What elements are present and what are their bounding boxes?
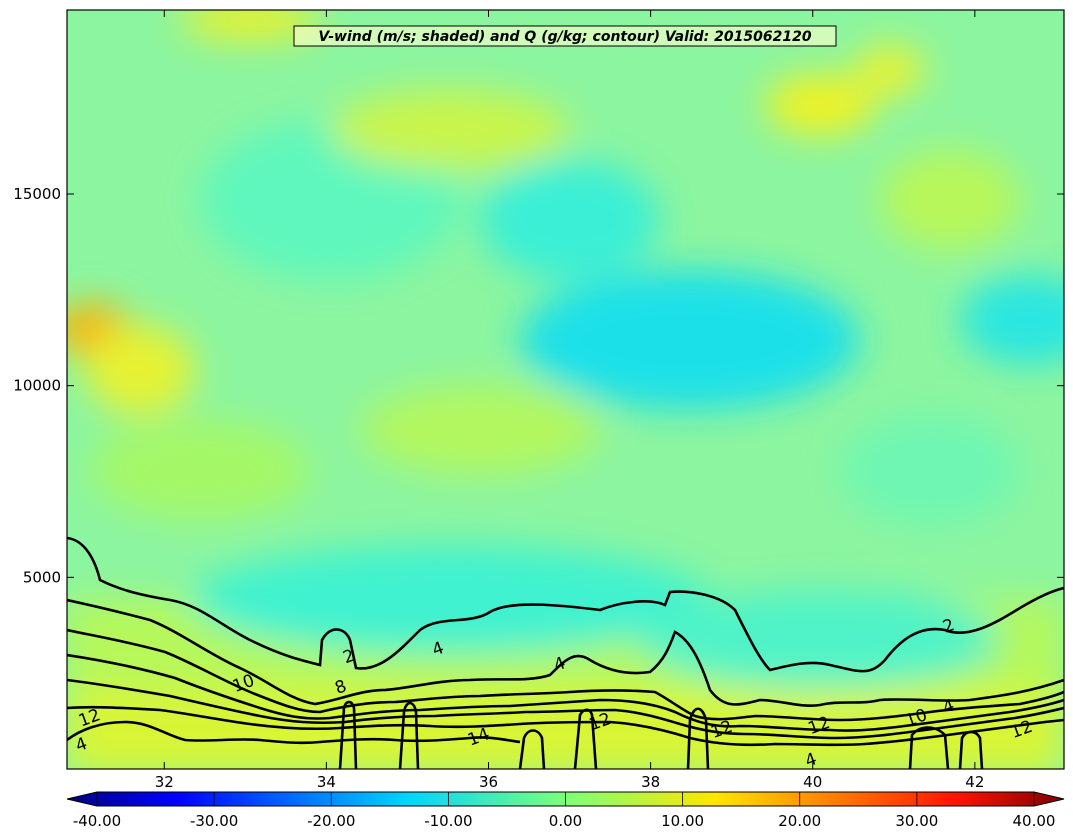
colorbar-tick-label: -30.00 (190, 812, 238, 830)
colorbar-tick-label: -10.00 (424, 812, 472, 830)
colorbar-tick-label: 20.00 (778, 812, 821, 830)
colorbar-tick-label: -40.00 (73, 812, 121, 830)
contour-line-4 (67, 598, 1064, 707)
x-tick-label: 42 (965, 773, 984, 791)
contour-line-14 (67, 720, 521, 745)
contour-line-10 (67, 678, 1064, 740)
chart-title: V-wind (m/s; shaded) and Q (g/kg; contou… (293, 25, 837, 47)
x-tick-label: 40 (803, 773, 822, 791)
contour-line-12 (67, 705, 1064, 747)
colorbar: -40.00 -30.00 -20.00 -10.00 0.00 10.00 20.00 30… (66, 791, 1065, 830)
axes-frame (66, 9, 1065, 770)
x-tick-label: 36 (479, 773, 498, 791)
contour-line-cell (398, 701, 420, 769)
colorbar-tick-label: 0.00 (549, 812, 582, 830)
colorbar-tick-label: 30.00 (895, 812, 938, 830)
y-tick-label: 15000 (13, 185, 61, 203)
x-tick-label: 34 (317, 773, 336, 791)
contour-line-cell (338, 700, 358, 769)
chart-title-text: V-wind (m/s; shaded) and Q (g/kg; contou… (318, 29, 811, 45)
contour-line-cell (958, 730, 984, 769)
colorbar-tick-label: 40.00 (1013, 812, 1056, 830)
contour-line-cell (573, 708, 598, 769)
contour-line-8 (67, 653, 1064, 732)
contour-line-cell (908, 726, 950, 769)
x-tick-label: 38 (641, 773, 660, 791)
q-contour-lines (67, 536, 1064, 769)
contour-line-cell (518, 729, 546, 769)
contour-line-6 (67, 628, 1064, 722)
x-tick-label: 32 (155, 773, 174, 791)
y-tick-label: 10000 (13, 377, 61, 395)
colorbar-tick-label: 10.00 (661, 812, 704, 830)
colorbar-tick-label: -20.00 (307, 812, 355, 830)
contour-line-2 (67, 536, 1064, 673)
shaded-field (67, 10, 1064, 769)
y-tick-label: 5000 (23, 568, 61, 586)
contour-line-cell (686, 707, 710, 769)
